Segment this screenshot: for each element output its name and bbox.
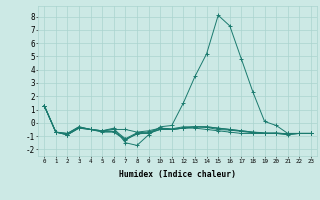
X-axis label: Humidex (Indice chaleur): Humidex (Indice chaleur): [119, 170, 236, 179]
